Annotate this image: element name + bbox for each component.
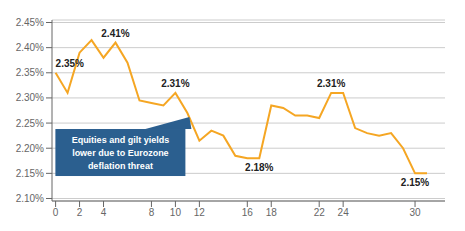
svg-text:2.10%: 2.10% <box>16 193 44 204</box>
svg-text:2.25%: 2.25% <box>16 118 44 129</box>
svg-text:2.45%: 2.45% <box>16 17 44 28</box>
svg-text:22: 22 <box>314 207 326 218</box>
svg-text:18: 18 <box>266 207 278 218</box>
svg-text:2.15%: 2.15% <box>401 177 429 188</box>
svg-text:16: 16 <box>242 207 254 218</box>
svg-text:2.30%: 2.30% <box>16 92 44 103</box>
svg-text:2.15%: 2.15% <box>16 168 44 179</box>
svg-text:2.20%: 2.20% <box>16 143 44 154</box>
svg-text:2.35%: 2.35% <box>16 67 44 78</box>
svg-text:2.31%: 2.31% <box>317 78 345 89</box>
svg-text:2.41%: 2.41% <box>101 28 129 39</box>
svg-text:12: 12 <box>194 207 206 218</box>
svg-text:30: 30 <box>409 207 421 218</box>
svg-text:0: 0 <box>53 207 59 218</box>
svg-text:2.31%: 2.31% <box>161 78 189 89</box>
svg-text:2: 2 <box>77 207 83 218</box>
svg-text:Equities and gilt yieldslower: Equities and gilt yieldslower due to Eur… <box>72 135 170 171</box>
svg-text:2.40%: 2.40% <box>16 42 44 53</box>
svg-text:10: 10 <box>170 207 182 218</box>
svg-text:2.35%: 2.35% <box>56 58 84 69</box>
svg-text:8: 8 <box>149 207 155 218</box>
svg-text:4: 4 <box>101 207 107 218</box>
svg-text:24: 24 <box>338 207 350 218</box>
svg-text:2.18%: 2.18% <box>245 162 273 173</box>
